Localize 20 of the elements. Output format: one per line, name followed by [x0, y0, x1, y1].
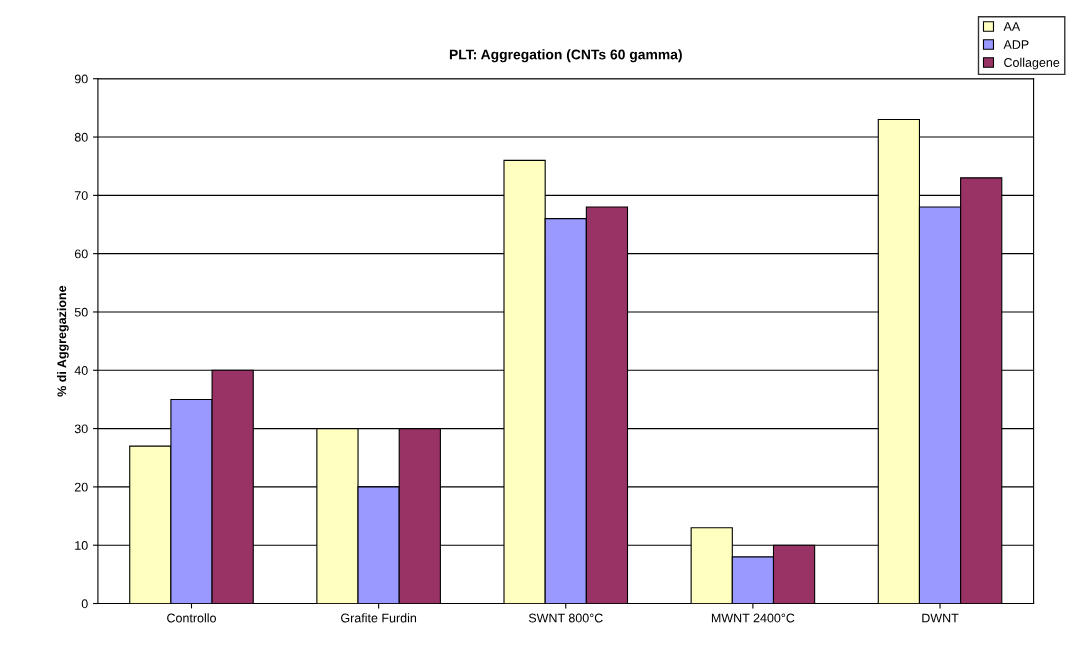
chart-title: PLT: Aggregation (CNTs 60 gamma) [449, 49, 682, 63]
legend-label: Collagene [1004, 57, 1060, 70]
x-tick-label: SWNT 800°C [528, 613, 603, 623]
y-tick-label: 0 [81, 599, 88, 609]
y-tick-label: 50 [74, 307, 88, 317]
x-tick-label: Grafite Furdin [341, 613, 417, 623]
x-tick-label: DWNT [922, 613, 959, 623]
y-axis-title: % di Aggregazione [57, 285, 69, 397]
y-tick-label: 70 [74, 191, 88, 200]
x-tick-label: MWNT 2400°C [711, 613, 795, 623]
x-tick-label: Controllo [167, 613, 216, 623]
legend-label: AA [1003, 22, 1021, 31]
y-tick-label: 40 [74, 366, 88, 375]
y-tick-label: 30 [74, 424, 88, 434]
y-tick-label: 80 [74, 132, 88, 142]
y-tick-label: 10 [75, 541, 88, 550]
y-tick-label: 20 [74, 482, 88, 492]
y-tick-label: 90 [74, 74, 88, 84]
legend-label: ADP [1003, 40, 1029, 49]
y-tick-label: 60 [74, 249, 88, 259]
